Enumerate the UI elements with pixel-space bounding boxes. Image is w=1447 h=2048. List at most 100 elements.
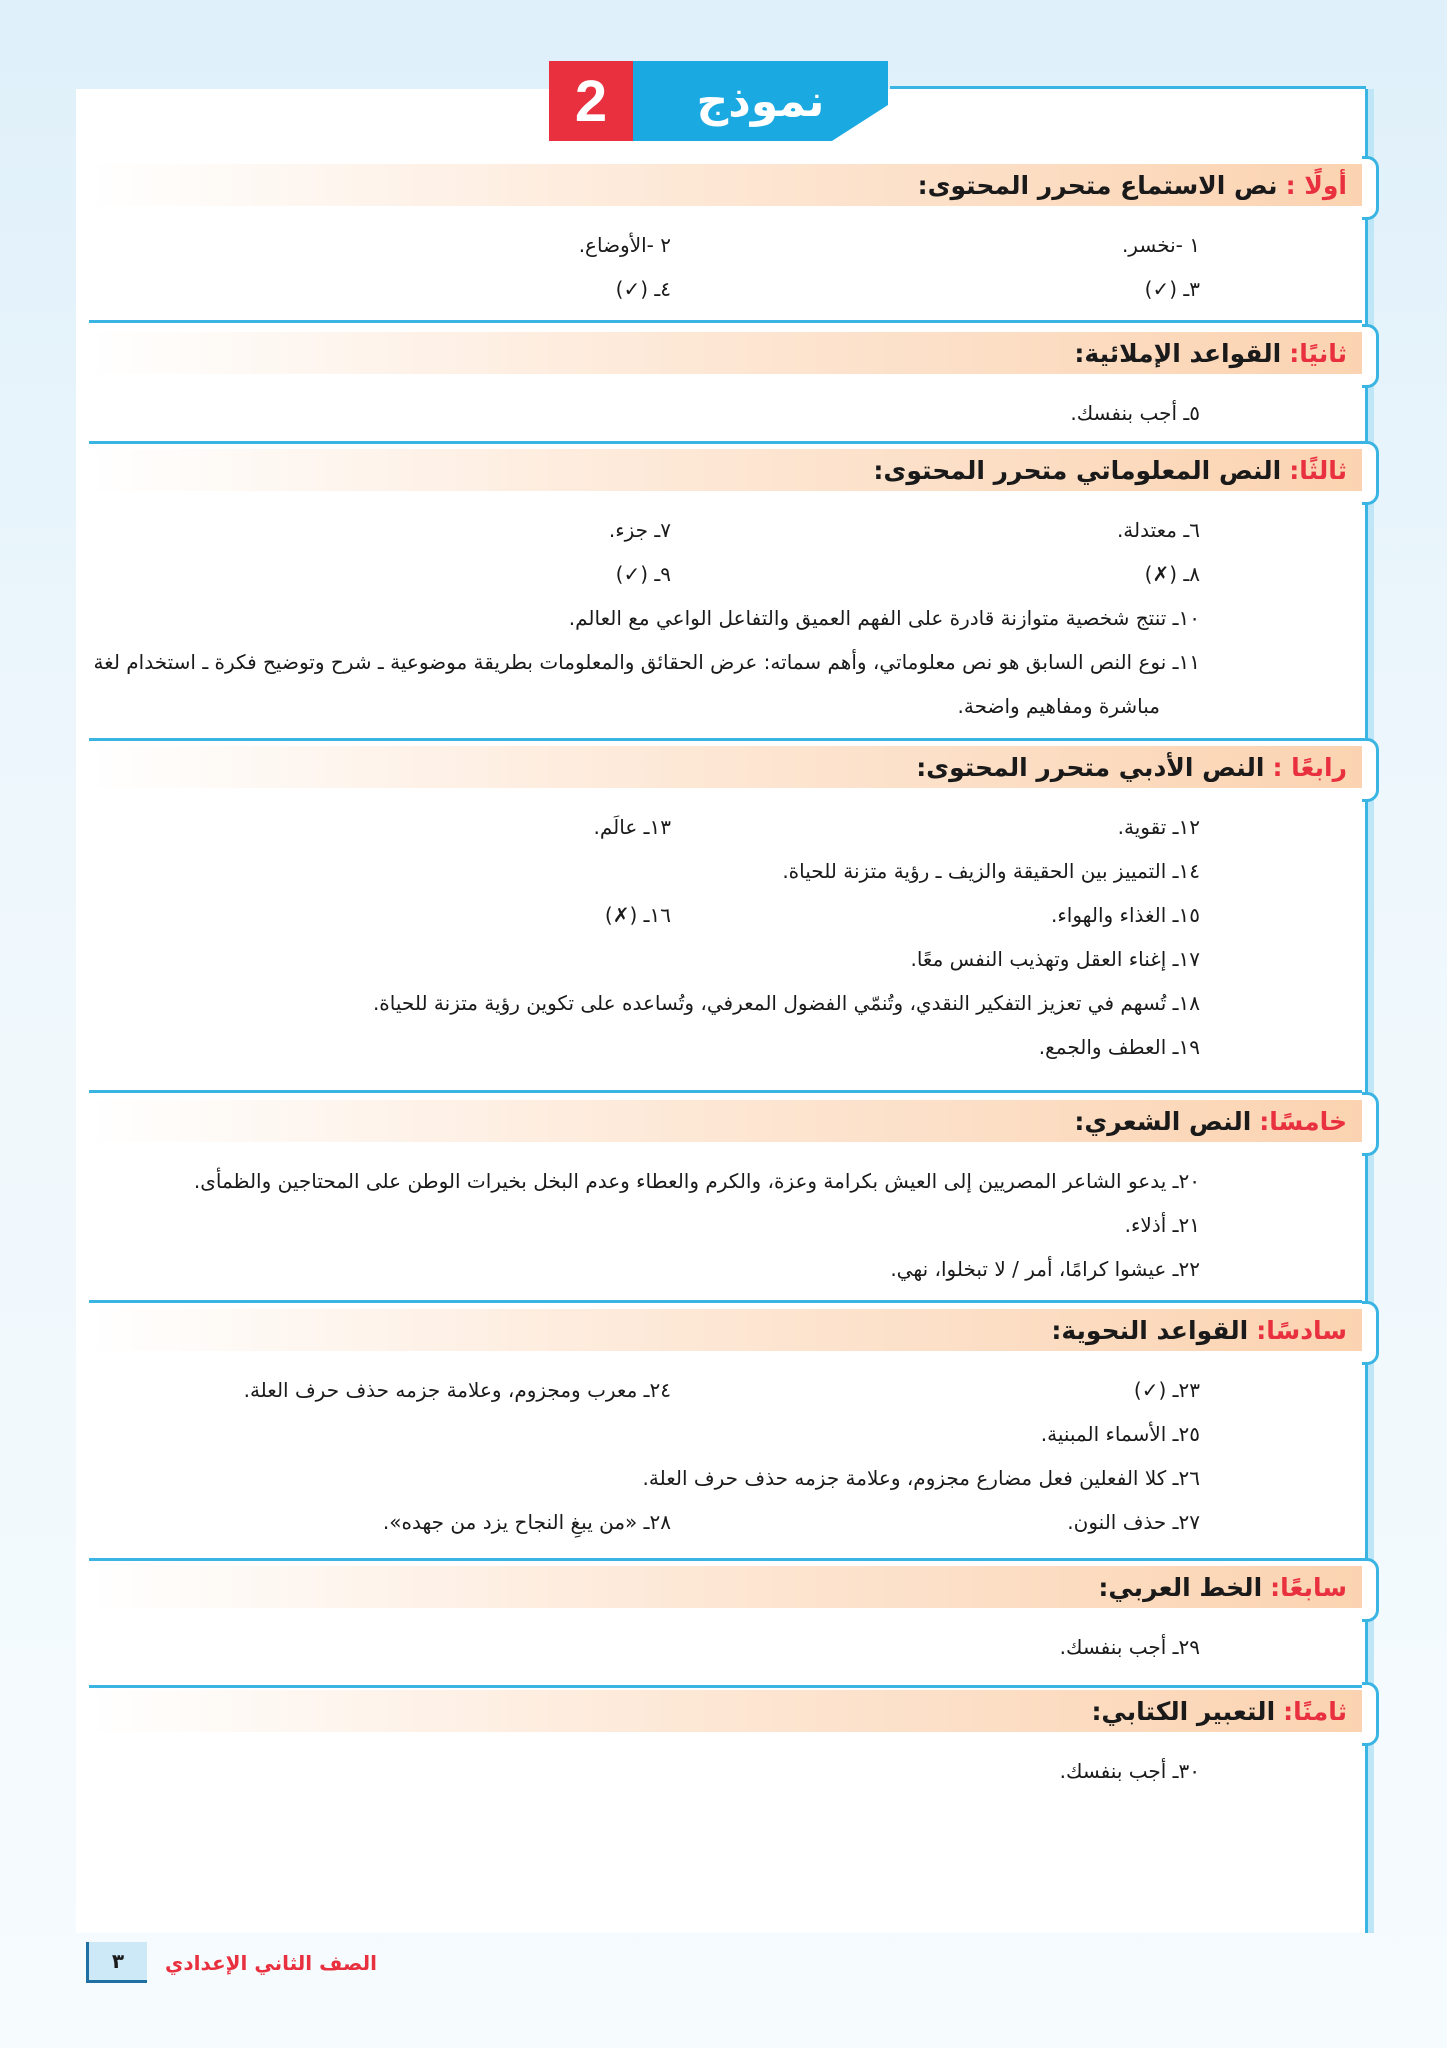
answer-item: ١١ـ نوع النص السابق هو نص معلوماتي، وأهم… (93, 650, 1200, 718)
answer-item: ١٢ـ تقوية. (1117, 815, 1200, 839)
answer-item: ١ -نخسر. (1121, 233, 1200, 257)
answer-item: ١٧ـ إغناء العقل وتهذيب النفس معًا. (910, 947, 1200, 971)
section: سادسًا: القواعد النحوية: ٢٣ـ (✓) ٢٤ـ معرب و… (89, 1301, 1379, 1544)
section-header: أولًا : نص الاستماع متحرر المحتوى: (89, 156, 1379, 220)
answer-row: ٣٠ـ أجب بنفسك. (89, 1749, 1200, 1793)
answer-list: ١٢ـ تقوية. ١٣ـ عالَم. ١٤ـ التمييز بين الحق… (89, 805, 1365, 1069)
answer-item: ٣٠ـ أجب بنفسك. (1059, 1759, 1200, 1783)
answer-row: ١٤ـ التمييز بين الحقيقة والزيف ـ رؤية مت… (89, 849, 1200, 893)
section-title: النص المعلوماتي متحرر المحتوى: (873, 455, 1282, 485)
section-number-label: خامسًا: (1259, 1106, 1347, 1136)
answer-row: ١٢ـ تقوية. ١٣ـ عالَم. (89, 805, 1201, 849)
section-divider (89, 1300, 1362, 1303)
answer-list: ٢٣ـ (✓) ٢٤ـ معرب ومجزوم، وعلامة جزمه حذف … (89, 1368, 1365, 1544)
answer-item: ١٦ـ (✗) (604, 903, 671, 927)
answer-item: ٣ـ (✓) (1144, 277, 1200, 301)
section: أولًا : نص الاستماع متحرر المحتوى: ١ -نخسر… (89, 156, 1379, 311)
section-title: نص الاستماع متحرر المحتوى: (917, 170, 1278, 200)
answer-row: ٢٥ـ الأسماء المبنية. (89, 1412, 1200, 1456)
answer-item: ٢٤ـ معرب ومجزوم، وعلامة جزمه حذف حرف الع… (243, 1378, 671, 1402)
answer-item: ٢٢ـ عيشوا كرامًا، أمر / لا تبخلوا، نهي. (890, 1257, 1200, 1281)
answer-item: ٦ـ معتدلة. (1116, 518, 1200, 542)
answer-list: ٥ـ أجب بنفسك. (89, 391, 1365, 435)
answer-row: ٢٣ـ (✓) ٢٤ـ معرب ومجزوم، وعلامة جزمه حذف … (89, 1368, 1200, 1412)
answer-row: ٢٩ـ أجب بنفسك. (89, 1625, 1200, 1669)
section-title: التعبير الكتابي: (1091, 1696, 1276, 1726)
section-title: الخط العربي: (1098, 1572, 1263, 1602)
model-badge: 2 نموذج (549, 61, 888, 141)
grade-label: الصف الثاني الإعدادي (165, 1950, 378, 1975)
section-title: النص الشعري: (1074, 1106, 1252, 1136)
answer-item: ٢ -الأوضاع. (578, 233, 671, 257)
section-header: ثانيًا: القواعد الإملائية: (89, 324, 1379, 388)
answer-row: ١ -نخسر. ٢ -الأوضاع. (89, 223, 1200, 267)
section-divider (89, 441, 1362, 444)
answer-list: ٢٩ـ أجب بنفسك. (89, 1625, 1365, 1669)
section-divider (89, 738, 1362, 741)
answer-item: ٢٠ـ يدعو الشاعر المصريين إلى العيش بكرام… (193, 1169, 1200, 1193)
answer-item: ٢٦ـ كلا الفعلين فعل مضارع مجزوم، وعلامة … (642, 1466, 1200, 1490)
answer-row: ١٨ـ تُسهم في تعزيز التفكير النقدي، وتُنم… (89, 981, 1200, 1025)
section-number-label: أولًا : (1285, 170, 1347, 200)
answer-item: ٢٨ـ «من يبغِ النجاح يزد من جهده». (382, 1510, 671, 1534)
section: سابعًا: الخط العربي: ٢٩ـ أجب بنفسك. (89, 1558, 1379, 1669)
answer-row: ٨ـ (✗) ٩ـ (✓) (89, 552, 1200, 596)
answer-row: ١٩ـ العطف والجمع. (89, 1025, 1200, 1069)
answer-item: ٢٥ـ الأسماء المبنية. (1040, 1422, 1200, 1446)
section-header: ثالثًا: النص المعلوماتي متحرر المحتوى: (89, 441, 1379, 505)
answer-item: ٧ـ جزء. (608, 518, 671, 542)
answer-row: ٣ـ (✓) ٤ـ (✓) (89, 267, 1200, 311)
answer-item: ٢١ـ أذلاء. (1124, 1213, 1200, 1237)
section-header: سادسًا: القواعد النحوية: (89, 1301, 1379, 1365)
answer-list: ١ -نخسر. ٢ -الأوضاع. ٣ـ (✓) ٤ـ (✓) (89, 223, 1365, 311)
answer-item: ١٣ـ عالَم. (593, 815, 672, 839)
section: ثالثًا: النص المعلوماتي متحرر المحتوى: ٦ـ … (89, 441, 1379, 728)
answer-item: ٤ـ (✓) (615, 277, 671, 301)
answer-item: ٢٣ـ (✓) (1133, 1378, 1200, 1402)
answer-row: ٢١ـ أذلاء. (89, 1203, 1200, 1247)
section-divider (89, 1090, 1362, 1093)
section-number-label: رابعًا : (1272, 752, 1347, 782)
answer-item: ١٠ـ تنتج شخصية متوازنة قادرة على الفهم ا… (568, 606, 1200, 630)
section-divider (89, 1558, 1362, 1561)
footer: ٣ الصف الثاني الإعدادي (86, 1942, 377, 1983)
answer-row: ٢٢ـ عيشوا كرامًا، أمر / لا تبخلوا، نهي. (89, 1247, 1200, 1291)
page-number: ٣ (86, 1942, 147, 1983)
answer-row: ١٧ـ إغناء العقل وتهذيب النفس معًا. (89, 937, 1200, 981)
section-title: القواعد النحوية: (1051, 1315, 1249, 1345)
section-number-label: ثامنًا: (1283, 1696, 1347, 1726)
section-number-label: سادسًا: (1256, 1315, 1347, 1345)
answer-row: ٢٠ـ يدعو الشاعر المصريين إلى العيش بكرام… (89, 1159, 1200, 1203)
answer-row: ١٥ـ الغذاء والهواء. ١٦ـ (✗) (89, 893, 1200, 937)
answer-list: ٦ـ معتدلة. ٧ـ جزء. ٨ـ (✗) ٩ـ (✓) ١٠ـ تنتج شخ… (89, 508, 1365, 728)
section-header: سابعًا: الخط العربي: (89, 1558, 1379, 1622)
section-number-label: ثانيًا: (1289, 338, 1347, 368)
answer-row: ٥ـ أجب بنفسك. (89, 391, 1200, 435)
answer-list: ٢٠ـ يدعو الشاعر المصريين إلى العيش بكرام… (89, 1159, 1365, 1291)
section-header: خامسًا: النص الشعري: (89, 1092, 1379, 1156)
section-number-label: ثالثًا: (1289, 455, 1347, 485)
answer-item: ٢٩ـ أجب بنفسك. (1059, 1635, 1200, 1659)
answer-row: ١٠ـ تنتج شخصية متوازنة قادرة على الفهم ا… (89, 596, 1200, 640)
section: رابعًا : النص الأدبي متحرر المحتوى: ١٢ـ تق… (89, 738, 1379, 1069)
answer-row: ٢٧ـ حذف النون. ٢٨ـ «من يبغِ النجاح يزد من… (89, 1500, 1200, 1544)
section: ثامنًا: التعبير الكتابي: ٣٠ـ أجب بنفسك. (89, 1682, 1379, 1793)
section-divider (89, 320, 1362, 323)
section-number-label: سابعًا: (1270, 1572, 1347, 1602)
model-title: نموذج (633, 61, 888, 141)
section-title: النص الأدبي متحرر المحتوى: (916, 752, 1265, 782)
section-title: القواعد الإملائية: (1074, 338, 1282, 368)
page-panel (76, 89, 1368, 1933)
answer-list: ٣٠ـ أجب بنفسك. (89, 1749, 1365, 1793)
answer-item: ٨ـ (✗) (1144, 562, 1200, 586)
header-rule (890, 86, 1366, 89)
answer-item: ٥ـ أجب بنفسك. (1070, 401, 1200, 425)
answer-item: ١٤ـ التمييز بين الحقيقة والزيف ـ رؤية مت… (782, 859, 1200, 883)
answer-item: ١٨ـ تُسهم في تعزيز التفكير النقدي، وتُنم… (372, 991, 1200, 1015)
answer-row: ٦ـ معتدلة. ٧ـ جزء. (89, 508, 1200, 552)
section: خامسًا: النص الشعري: ٢٠ـ يدعو الشاعر المصر… (89, 1092, 1379, 1291)
section-divider (89, 1685, 1362, 1688)
answer-item: ٢٧ـ حذف النون. (1067, 1510, 1200, 1534)
section-header: رابعًا : النص الأدبي متحرر المحتوى: (89, 738, 1379, 802)
answer-item: ١٥ـ الغذاء والهواء. (1051, 903, 1200, 927)
